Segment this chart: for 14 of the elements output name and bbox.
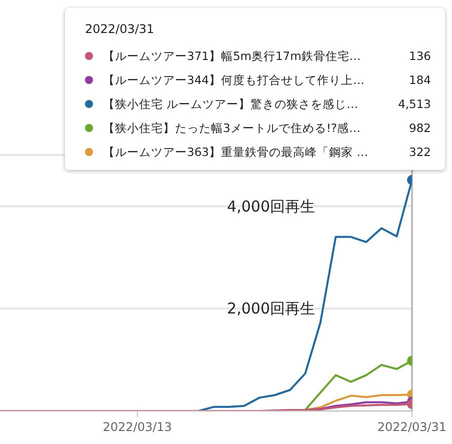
legend-title: 2022/03/31 <box>85 22 156 38</box>
y-tick-label: 4,000回再生 <box>227 197 315 216</box>
legend-label: 【狭小住宅 ルームツアー】驚きの狭さを感じ… <box>103 96 360 112</box>
text: 184 <box>408 73 431 87</box>
legend-label: 【ルームツアー344】何度も打合せして作り上… <box>103 72 366 88</box>
y-tick-label: 2,000回再生 <box>227 300 315 318</box>
text: 136 <box>408 49 431 63</box>
legend-label: 【狭小住宅】たった幅3メートルで住める!?感… <box>103 120 362 136</box>
text: 4,513 <box>397 97 431 111</box>
x-tick-label: 2022/03/13 <box>102 420 172 434</box>
annotation: 322 <box>408 145 431 159</box>
text: 982 <box>408 121 431 135</box>
legend-label: 【ルームツアー363】重量鉄骨の最高峰「鋼家 … <box>103 144 370 160</box>
legend-label: 【ルームツアー371】幅5m奥行17m鉄骨住宅… <box>103 48 362 64</box>
